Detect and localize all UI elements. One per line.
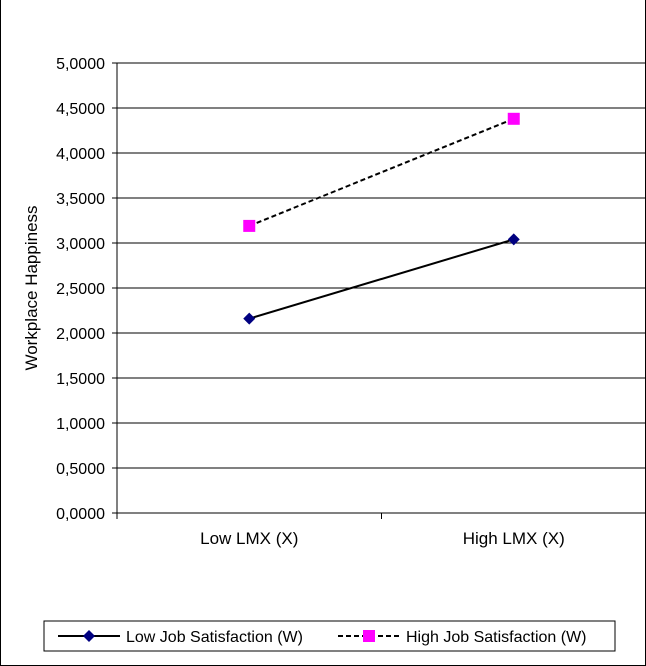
y-tick-label: 1,0000 (56, 416, 105, 433)
y-tick-label: 3,0000 (56, 236, 105, 253)
legend-box (43, 620, 616, 652)
x-axis: Low LMX (X) High LMX (X) (116, 63, 646, 548)
x-tick-label: High LMX (X) (463, 529, 565, 548)
x-tick-label: Low LMX (X) (200, 529, 298, 548)
legend: Low Job Satisfaction (W) High Job Satisf… (43, 620, 616, 652)
y-axis-label: Workplace Happiness (22, 205, 41, 370)
y-tick-label: 2,0000 (56, 326, 105, 343)
y-tick-labels: 0,0000 0,5000 1,0000 1,5000 2,0000 2,5000 3,00… (56, 56, 105, 523)
y-tick-label: 1,5000 (56, 371, 105, 388)
y-tick-label: 2,5000 (56, 281, 105, 298)
data-point-square (243, 219, 256, 232)
y-tick-label: 0,5000 (56, 461, 105, 478)
y-tick-label: 5,0000 (56, 56, 105, 73)
y-tick-label: 4,0000 (56, 146, 105, 163)
legend-label-low: Low Job Satisfaction (W) (126, 629, 303, 646)
series-line-high (248, 117, 515, 227)
legend-label-high: High Job Satisfaction (W) (406, 629, 587, 646)
data-point-square (507, 112, 520, 125)
legend-marker-high (363, 630, 375, 642)
series-line-low (248, 238, 515, 320)
y-tick-label: 4,5000 (56, 101, 105, 118)
y-tick-label: 3,5000 (56, 191, 105, 208)
y-tick-label: 0,0000 (56, 506, 105, 523)
series-layer (243, 112, 520, 325)
data-point-diamond (507, 233, 520, 246)
legend-marker-low (83, 630, 95, 642)
gridlines (112, 62, 646, 514)
data-point-diamond (243, 312, 256, 325)
